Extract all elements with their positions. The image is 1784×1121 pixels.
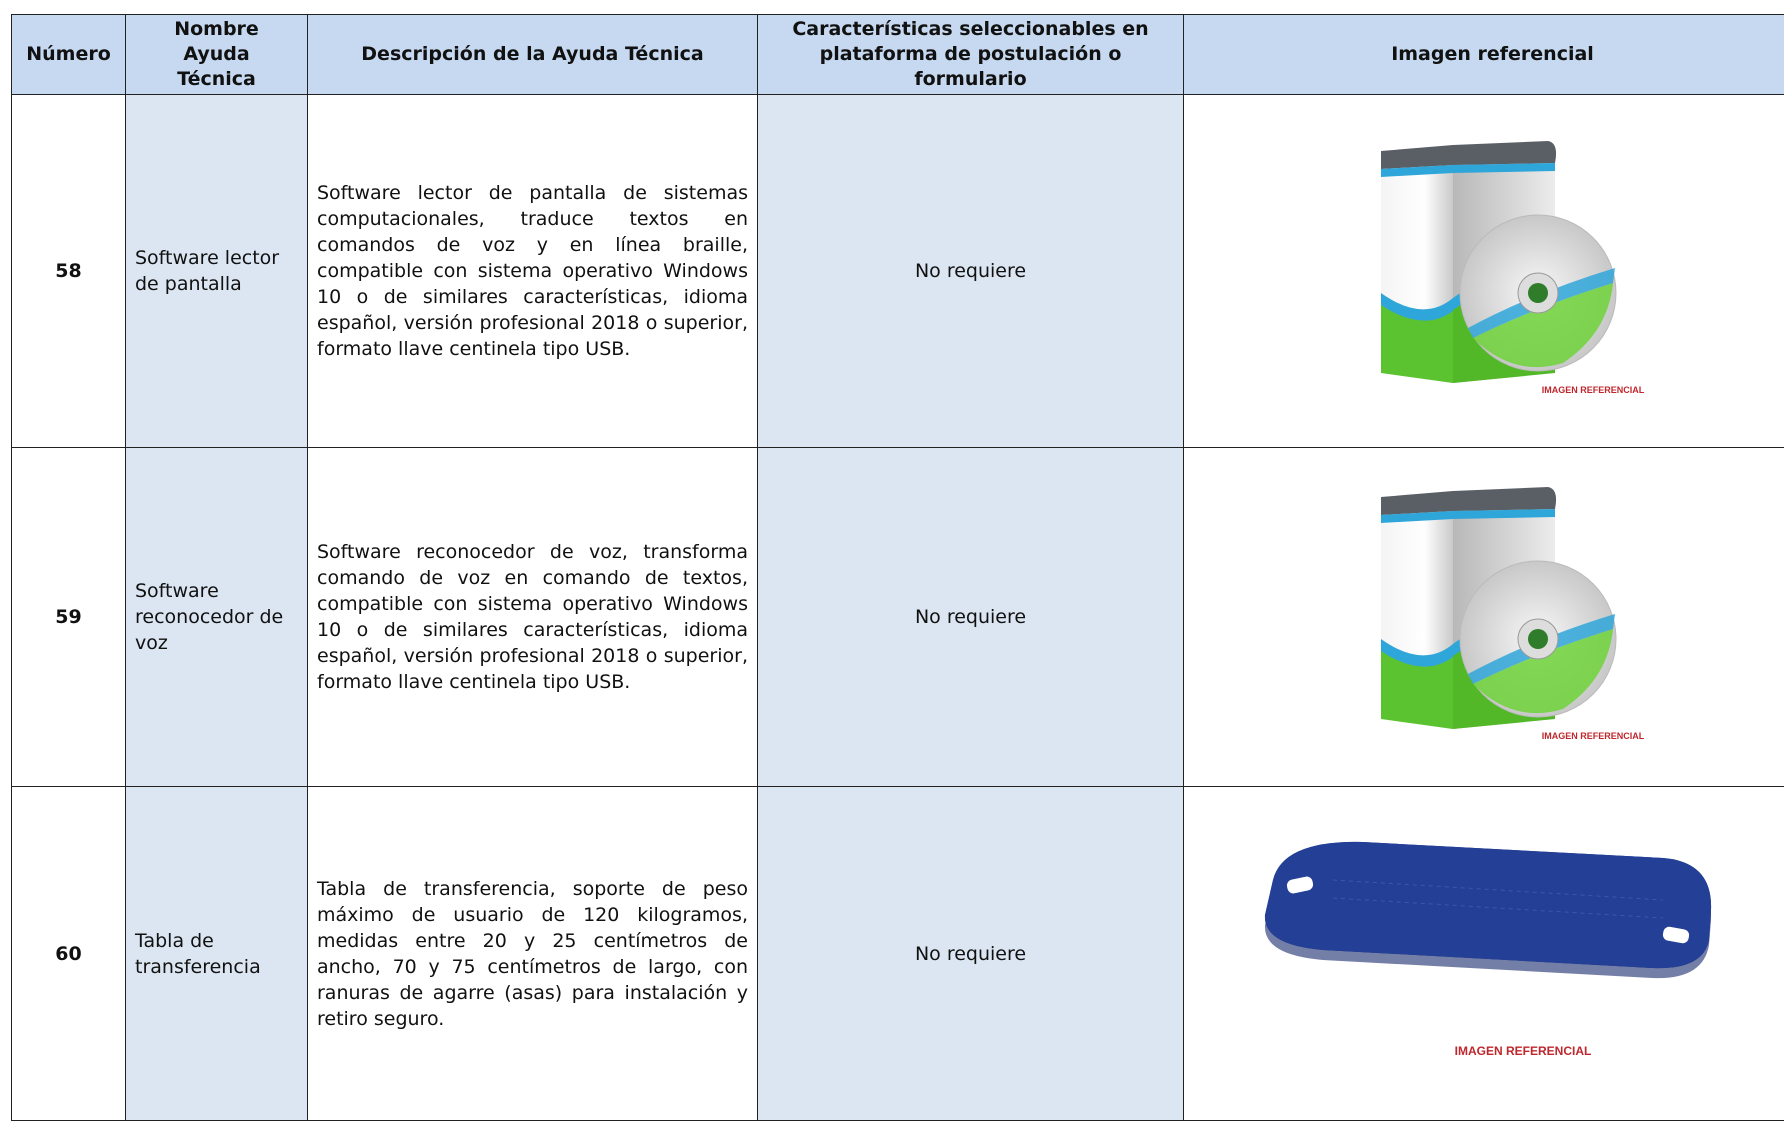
desc-cell: Software reconocedor de voz, transforma …: [308, 448, 758, 787]
feat-cell: No requiere: [758, 95, 1184, 448]
header-cell: Nombre Ayuda Técnica: [126, 15, 308, 95]
num-cell: 60: [12, 787, 126, 1121]
image-cell: IMAGEN REFERENCIAL: [1184, 787, 1784, 1121]
aids-table: Número Nombre Ayuda Técnica Descripción …: [11, 14, 1784, 1121]
desc-cell: Software lector de pantalla de sistemas …: [308, 95, 758, 448]
name-cell: Software reconocedor de voz: [126, 448, 308, 787]
num-cell: 58: [12, 95, 126, 448]
image-cell: IMAGEN REFERENCIAL: [1184, 95, 1784, 448]
desc-cell: Tabla de transferencia, soporte de peso …: [308, 787, 758, 1121]
reference-image: IMAGEN REFERENCIAL: [1243, 133, 1743, 403]
header-cell: Descripción de la Ayuda Técnica: [308, 15, 758, 95]
feat-cell: No requiere: [758, 787, 1184, 1121]
header-cell: Características seleccionables en plataf…: [758, 15, 1184, 95]
name-cell: Software lector de pantalla: [126, 95, 308, 448]
name-cell: Tabla de transferencia: [126, 787, 308, 1121]
image-caption: IMAGEN REFERENCIAL: [1541, 385, 1644, 395]
image-caption: IMAGEN REFERENCIAL: [1541, 731, 1644, 741]
reference-image: IMAGEN REFERENCIAL: [1243, 820, 1743, 1080]
image-caption: IMAGEN REFERENCIAL: [1454, 1044, 1591, 1058]
header-cell: Número: [12, 15, 126, 95]
num-cell: 59: [12, 448, 126, 787]
header-cell: Imagen referencial: [1184, 15, 1784, 95]
image-cell: IMAGEN REFERENCIAL: [1184, 448, 1784, 787]
reference-image: IMAGEN REFERENCIAL: [1243, 479, 1743, 749]
header-row: Número Nombre Ayuda Técnica Descripción …: [12, 15, 1784, 95]
feat-cell: No requiere: [758, 448, 1184, 787]
